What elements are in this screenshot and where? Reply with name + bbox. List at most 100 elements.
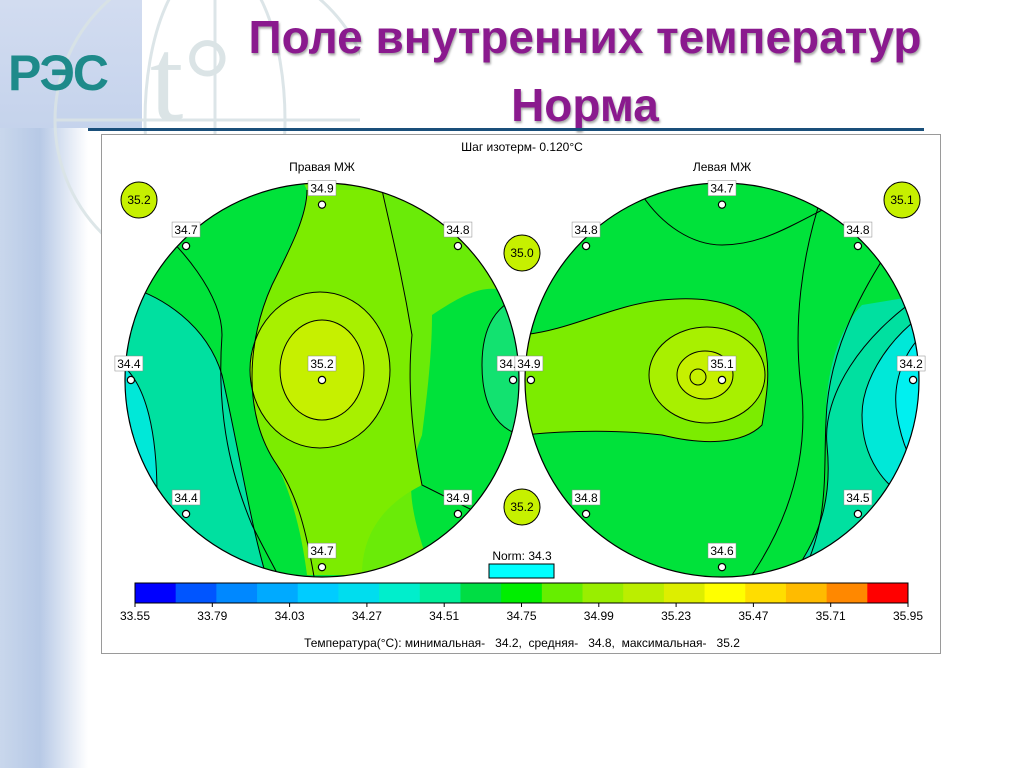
colorbar-tick-label: 35.23 xyxy=(661,609,691,623)
sensor-value: 34.7 xyxy=(710,182,734,196)
sensor-label-bg xyxy=(707,355,737,372)
colorbar-segment xyxy=(582,583,624,603)
temperature-chart: Шаг изотерм- 0.120°C Правая МЖ Левая МЖ xyxy=(101,134,941,654)
center-badge-top: 35.0 xyxy=(503,234,541,272)
sensor-label-bg xyxy=(307,355,337,372)
sensor-marker xyxy=(717,562,727,572)
res-logo: РЭС xyxy=(8,48,109,98)
colorbar-tick-label: 33.79 xyxy=(197,609,227,623)
colorbar-tick-label: 34.27 xyxy=(352,609,382,623)
sensor-value: 34.6 xyxy=(710,544,734,558)
sensor-label-bg xyxy=(896,355,926,372)
sensor-value: 34.5 xyxy=(846,491,870,505)
colorbar: 33.55 33.79 34.03 34.27 34.51 34.75 34.99 35.23… xyxy=(120,582,923,623)
colorbar-segment xyxy=(501,583,543,603)
sensor-value: 34.8 xyxy=(574,223,598,237)
sensor-label-bg xyxy=(707,180,737,196)
sensor-point: 34.8 xyxy=(571,221,601,251)
sensor-value: 34.8 xyxy=(574,491,598,505)
norm-swatch xyxy=(488,563,555,579)
center-badge-bottom-value: 35.2 xyxy=(510,500,534,514)
sensor-marker xyxy=(453,509,463,519)
sensor-point: 34.7 xyxy=(307,542,337,572)
sensor-value: 34.2 xyxy=(899,357,923,371)
sensor-point: 34.6 xyxy=(707,542,737,572)
sensor-value: 34.8 xyxy=(846,223,870,237)
colorbar-segment xyxy=(175,583,217,603)
corner-badge-right-value: 35.2 xyxy=(127,193,151,207)
colorbar-segment xyxy=(704,583,746,603)
colorbar-segment xyxy=(135,583,177,603)
sensor-value: 34.9 xyxy=(446,491,470,505)
slide-title: Поле внутренних температур xyxy=(248,11,922,63)
sensor-point: 34.8 xyxy=(443,221,473,251)
logo-band xyxy=(0,0,142,128)
sensor-point: 34.7 xyxy=(707,180,737,209)
colorbar-segment xyxy=(541,583,584,603)
sensor-value: 34.7 xyxy=(310,544,334,558)
colorbar-segment xyxy=(338,583,380,603)
sensor-point: 34.9 xyxy=(443,489,473,519)
sensor-point: 34.8 xyxy=(571,489,601,519)
colorbar-segment xyxy=(745,583,787,603)
colorbar-segment xyxy=(216,583,258,603)
corner-badge-right: 35.2 xyxy=(120,181,158,219)
colorbar-segment xyxy=(419,583,461,603)
colorbar-tick-label: 35.47 xyxy=(738,609,768,623)
sensor-marker xyxy=(717,200,727,209)
colorbar-segment xyxy=(826,583,868,603)
sensor-point: 34.2 xyxy=(896,355,926,385)
sensor-label-bg xyxy=(443,489,473,506)
colorbar-tick-label: 35.71 xyxy=(816,609,846,623)
slide-subtitle: Норма xyxy=(511,79,659,131)
colorbar-segment xyxy=(785,583,828,603)
sensor-point: 34.5 xyxy=(843,489,873,519)
sensor-marker xyxy=(526,375,536,385)
sensor-point: 35.2 xyxy=(307,355,337,385)
sensor-marker xyxy=(717,375,727,385)
sensor-label-bg xyxy=(843,489,873,506)
colorbar-tick-label: 34.99 xyxy=(584,609,614,623)
temperature-summary: Температура(°C): минимальная- 34.2, сред… xyxy=(304,636,740,650)
sensor-marker xyxy=(317,562,327,572)
sensor-label-bg xyxy=(571,221,601,238)
sensor-value: 34.9 xyxy=(310,182,334,196)
sensor-marker xyxy=(126,375,136,385)
sensor-label-bg xyxy=(707,542,737,559)
left-decor-strip xyxy=(0,0,88,768)
sensor-label-bg xyxy=(307,542,337,559)
panel-title-left: Левая МЖ xyxy=(693,160,751,174)
sensor-marker xyxy=(853,509,863,519)
colorbar-tick-label: 35.95 xyxy=(893,609,923,623)
colorbar-segment xyxy=(297,583,339,603)
colorbar-segment xyxy=(460,583,502,603)
colorbar-segment xyxy=(663,583,706,603)
sensor-label-bg xyxy=(171,489,201,506)
sensor-point: 34.7 xyxy=(171,221,201,251)
sensor-point: 34.9 xyxy=(514,355,544,385)
sensor-value: 34.4 xyxy=(174,491,198,505)
sensor-value: 35.2 xyxy=(310,357,334,371)
sensor-marker xyxy=(581,509,591,519)
chart-canvas: Шаг изотерм- 0.120°C Правая МЖ Левая МЖ xyxy=(114,140,926,650)
corner-badge-left-value: 35.1 xyxy=(890,193,914,207)
sensor-point: 34.9 xyxy=(307,180,337,209)
colorbar-segment xyxy=(379,583,421,603)
colorbar-segment xyxy=(867,583,909,603)
sensor-marker xyxy=(853,241,863,251)
sensor-label-bg xyxy=(843,221,873,238)
sensor-marker xyxy=(317,375,327,385)
sensor-marker xyxy=(508,375,518,385)
sensor-marker xyxy=(181,509,191,519)
sensor-value: 35.1 xyxy=(710,357,734,371)
sensor-marker xyxy=(181,241,191,251)
sensor-marker xyxy=(908,375,918,385)
sensor-label-bg xyxy=(571,489,601,506)
sensor-point: 34.4 xyxy=(114,355,144,385)
sensor-point: 35.1 xyxy=(707,355,737,385)
sensor-value: 34.8 xyxy=(446,223,470,237)
sensor-value: 34.9 xyxy=(517,357,541,371)
colorbar-tick-label: 33.55 xyxy=(120,609,150,623)
norm-label: Norm: 34.3 xyxy=(492,549,552,563)
svg-text:t°: t° xyxy=(150,13,231,146)
